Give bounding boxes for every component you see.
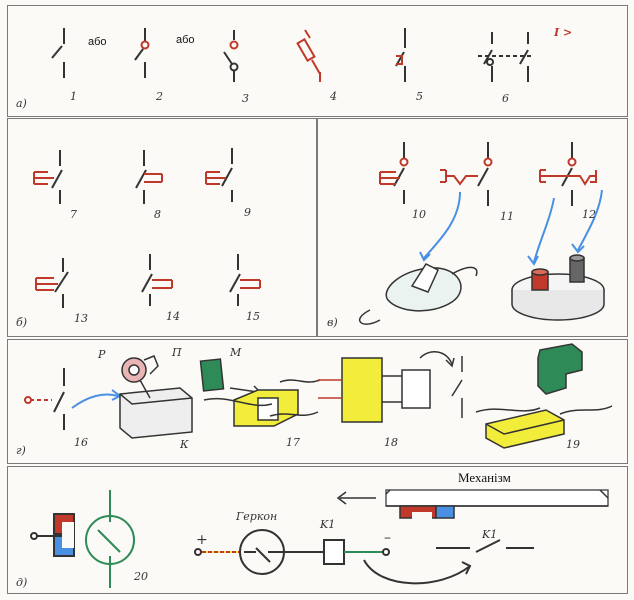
number-16: 16 [74, 436, 88, 449]
number-9: 9 [244, 206, 251, 219]
number-6: 6 [502, 92, 509, 105]
contact-label: K1 [482, 528, 498, 541]
symbol-14 [141, 254, 173, 306]
number-5: 5 [416, 90, 423, 103]
section-label-v: в) [327, 316, 338, 329]
symbol-10 [379, 142, 409, 204]
reed-label: Геркон [236, 510, 278, 523]
letter-p: P [98, 348, 106, 361]
number-4: 4 [330, 90, 337, 103]
symbol-1 [51, 28, 65, 78]
arrows-blue [419, 189, 603, 266]
number-18: 18 [384, 436, 398, 449]
relay-label: K1 [320, 518, 336, 531]
number-8: 8 [154, 208, 161, 221]
symbol-5 [395, 28, 406, 82]
symbol-6 [478, 32, 532, 82]
section-label-b: б) [16, 316, 28, 329]
symbol-20 [30, 490, 135, 588]
number-1: 1 [70, 90, 77, 103]
reed-circuit [194, 529, 534, 585]
number-7: 7 [70, 208, 77, 221]
number-17: 17 [286, 436, 300, 449]
letter-m: М [230, 346, 242, 359]
panel-d [7, 466, 628, 594]
symbol-13 [35, 258, 69, 308]
symbol-16 [24, 368, 122, 430]
knob-device-drawing [511, 254, 605, 321]
panel-g [7, 339, 628, 464]
symbol-4 [296, 29, 321, 82]
section-label-a: а) [16, 97, 27, 110]
mechanism-bar [336, 489, 609, 520]
number-20: 20 [134, 570, 148, 583]
limit-switch-drawing [119, 355, 193, 439]
minus-sign: – [384, 530, 391, 546]
symbol-2 [134, 28, 150, 78]
mechanism-label: Механізм [458, 470, 511, 485]
plus-sign: + [196, 532, 208, 548]
section-label-g: г) [16, 444, 26, 457]
overcurrent-symbol: I > [554, 26, 573, 39]
section-label-d: д) [16, 576, 28, 589]
symbol-8 [135, 150, 163, 204]
symbol-11 [440, 142, 493, 206]
number-14: 14 [166, 310, 180, 323]
symbol-3 [223, 30, 239, 82]
number-11: 11 [500, 210, 514, 223]
or-word-1: або [88, 36, 107, 48]
number-10: 10 [412, 208, 426, 221]
panel-a [7, 5, 628, 117]
symbol-17-reed-magnet [199, 358, 321, 427]
panel-v [317, 118, 628, 337]
symbol-18-relay [318, 351, 463, 423]
number-13: 13 [74, 312, 88, 325]
number-12: 12 [582, 208, 596, 221]
symbol-12 [539, 142, 597, 206]
number-19: 19 [566, 438, 580, 451]
symbol-9 [205, 148, 233, 202]
number-3: 3 [242, 92, 249, 105]
number-15: 15 [246, 310, 260, 323]
panel-b [7, 118, 317, 337]
number-2: 2 [156, 90, 163, 103]
foot-switch-drawing [358, 263, 478, 325]
symbol-15 [229, 254, 261, 306]
or-word-2: або [176, 34, 195, 46]
symbol-19-optical [475, 343, 613, 449]
letter-pi: П [172, 346, 182, 359]
letter-k: К [180, 438, 189, 451]
symbol-7 [33, 150, 63, 204]
